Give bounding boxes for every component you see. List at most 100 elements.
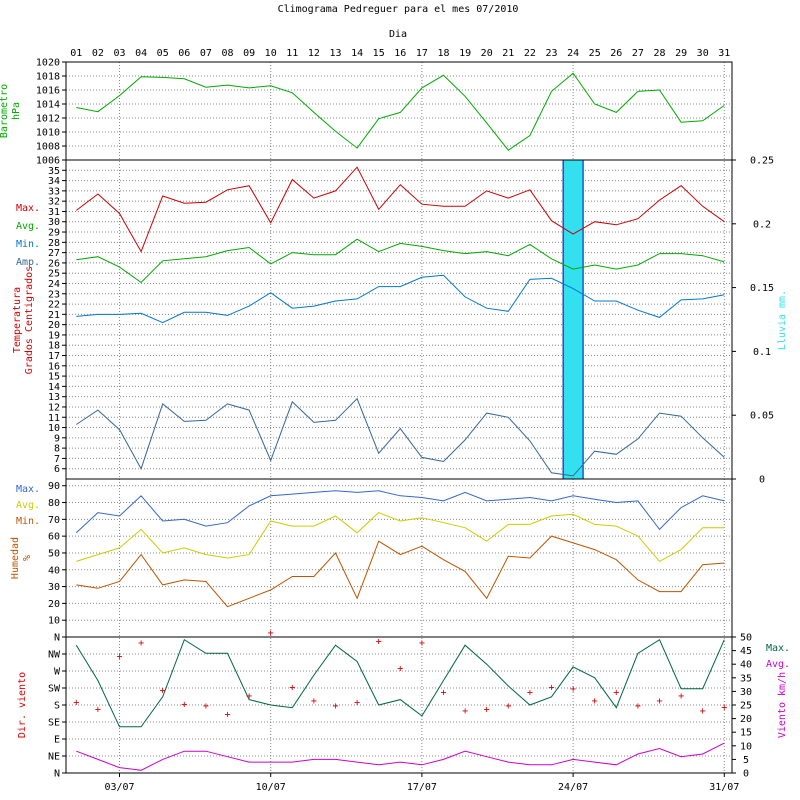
date-tick-label: 31/07 bbox=[709, 782, 739, 793]
wind-dir-marker: + bbox=[700, 706, 706, 717]
wind-dir-marker: + bbox=[462, 706, 468, 717]
wind-dir-marker: + bbox=[613, 687, 619, 698]
day-label: 28 bbox=[653, 48, 665, 59]
wind-dir-marker: + bbox=[268, 628, 274, 639]
day-label: 11 bbox=[286, 48, 298, 59]
day-label: 02 bbox=[92, 48, 104, 59]
temp-amp-line bbox=[76, 397, 725, 477]
wind-dir-label: N bbox=[54, 769, 60, 780]
day-label: 10 bbox=[265, 48, 277, 59]
temperature-tick-label: 35 bbox=[48, 166, 60, 177]
pressure-tick-label: 1008 bbox=[36, 142, 60, 153]
temperature-tick-label: 32 bbox=[48, 197, 60, 208]
day-label: 25 bbox=[589, 48, 601, 59]
temp-max-line bbox=[75, 166, 725, 253]
pressure-axis-label: Barometro bbox=[0, 84, 10, 138]
wind-dir-label: W bbox=[54, 667, 61, 678]
day-label: 22 bbox=[524, 48, 536, 59]
hum-avg-line bbox=[76, 512, 725, 563]
humidity-tick-label: 60 bbox=[48, 532, 60, 543]
temperature-tick-label: 7 bbox=[54, 454, 60, 465]
day-label: 12 bbox=[308, 48, 320, 59]
day-label: 29 bbox=[675, 48, 687, 59]
temperature-tick-label: 21 bbox=[48, 310, 60, 321]
rain-tick-label: 0.25 bbox=[750, 156, 774, 167]
wind-speed-tick-label: 35 bbox=[740, 673, 752, 684]
day-label: 05 bbox=[157, 48, 169, 59]
wind-dir-marker: + bbox=[484, 704, 490, 715]
wind-dir-axis-label: Dir. viento bbox=[17, 672, 28, 738]
date-tick-label: 17/07 bbox=[407, 782, 437, 793]
wind-dir-marker: + bbox=[397, 664, 403, 675]
temperature-tick-label: 26 bbox=[48, 258, 60, 269]
pressure-tick-label: 1016 bbox=[36, 86, 60, 97]
wind-speed-tick-label: 25 bbox=[740, 701, 752, 712]
temperature-panel-frame bbox=[65, 159, 733, 480]
day-label: 19 bbox=[459, 48, 471, 59]
temperature-tick-label: 8 bbox=[54, 444, 60, 455]
day-label: 26 bbox=[610, 48, 622, 59]
wind-dir-marker: + bbox=[138, 638, 144, 649]
wind-legend-item: Avg. bbox=[766, 659, 790, 670]
day-label: 30 bbox=[697, 48, 709, 59]
temp-avg-line bbox=[76, 238, 725, 284]
humidity-tick-label: 50 bbox=[48, 548, 60, 559]
temp-min-line bbox=[76, 274, 725, 324]
humidity-tick-label: 20 bbox=[48, 599, 60, 610]
temperature-tick-label: 31 bbox=[48, 207, 60, 218]
wind-max-line bbox=[75, 638, 725, 728]
temperature-tick-label: 13 bbox=[48, 392, 60, 403]
humidity-tick-label: 10 bbox=[48, 616, 60, 627]
day-label: 24 bbox=[567, 48, 579, 59]
temperature-tick-label: 27 bbox=[48, 248, 60, 259]
wind-legend-item: Max. bbox=[766, 643, 790, 654]
temp-legend-item: Amp. bbox=[16, 257, 40, 268]
day-label: 20 bbox=[481, 48, 493, 59]
day-label: 13 bbox=[329, 48, 341, 59]
wind-speed-tick-label: 45 bbox=[740, 646, 752, 657]
day-label: 16 bbox=[394, 48, 406, 59]
wind-dir-label: SW bbox=[48, 684, 61, 695]
wind-dir-label: S bbox=[54, 701, 60, 712]
day-label: 21 bbox=[502, 48, 514, 59]
wind-dir-marker: + bbox=[678, 691, 684, 702]
humidity-tick-label: 30 bbox=[48, 582, 60, 593]
wind-speed-axis-label: Viento km/h bbox=[777, 672, 788, 738]
wind-speed-tick-label: 20 bbox=[740, 714, 752, 725]
temperature-tick-label: 30 bbox=[48, 217, 60, 228]
temp-legend-item: Avg. bbox=[16, 221, 40, 232]
rain-tick-label: 0.1 bbox=[753, 347, 771, 358]
wind-dir-marker: + bbox=[203, 701, 209, 712]
wind-dir-marker: + bbox=[224, 710, 230, 721]
wind-dir-label: E bbox=[54, 735, 60, 746]
rain-tick-label: 0.2 bbox=[753, 219, 771, 230]
wind-dir-marker: + bbox=[635, 701, 641, 712]
wind-dir-marker: + bbox=[505, 701, 511, 712]
day-label: 23 bbox=[545, 48, 557, 59]
wind-dir-label: NW bbox=[48, 650, 61, 661]
day-label: 03 bbox=[113, 48, 125, 59]
date-tick-label: 10/07 bbox=[256, 782, 286, 793]
hum-legend-item: Min. bbox=[16, 516, 40, 527]
temperature-tick-label: 23 bbox=[48, 289, 60, 300]
wind-dir-marker: + bbox=[570, 684, 576, 695]
temp-axis-label: Temperatura bbox=[12, 287, 23, 353]
wind-speed-tick-label: 15 bbox=[740, 728, 752, 739]
temperature-tick-label: 25 bbox=[48, 269, 60, 280]
pressure-line bbox=[76, 72, 725, 151]
humidity-tick-label: 80 bbox=[48, 498, 60, 509]
wind-dir-marker: + bbox=[656, 696, 662, 707]
temp-axis-label: Grados Centigrados bbox=[24, 266, 35, 374]
day-label: 27 bbox=[632, 48, 644, 59]
wind-speed-tick-label: 0 bbox=[743, 769, 749, 780]
day-label: 31 bbox=[718, 48, 730, 59]
hum-min-line bbox=[76, 535, 725, 608]
hum-max-line bbox=[75, 490, 725, 534]
pressure-tick-label: 1020 bbox=[36, 58, 60, 69]
day-label: 06 bbox=[178, 48, 190, 59]
chart-title: Climograma Pedreguer para el mes 07/2010 bbox=[278, 4, 519, 15]
rain-tick-label: 0 bbox=[759, 475, 765, 486]
wind-dir-marker: + bbox=[527, 687, 533, 698]
temp-legend-item: Min. bbox=[16, 239, 40, 250]
humidity-tick-label: 70 bbox=[48, 515, 60, 526]
